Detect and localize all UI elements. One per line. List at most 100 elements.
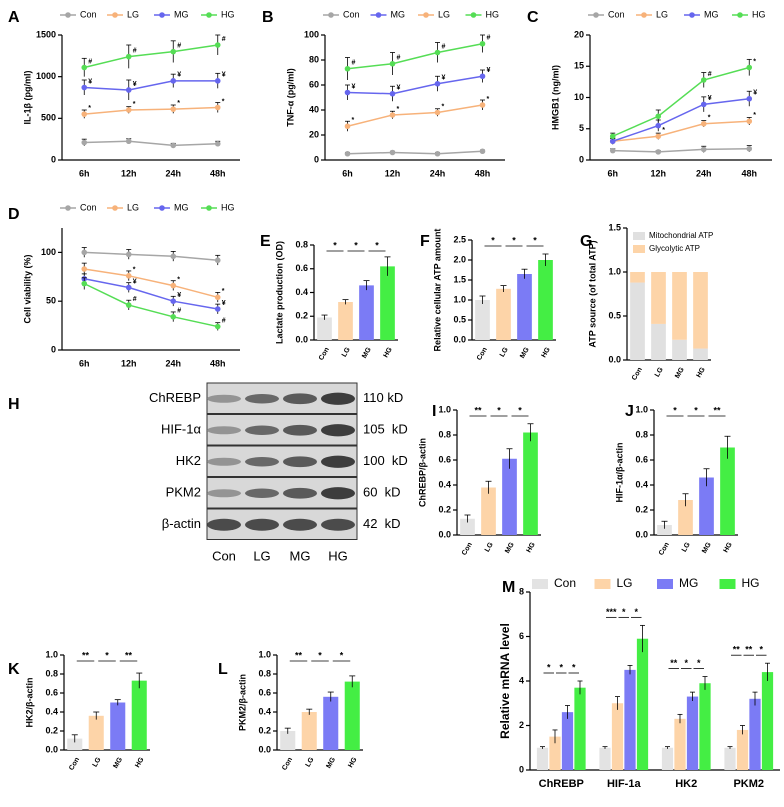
legend-label: HG xyxy=(221,9,235,19)
x-tick-label: HG xyxy=(723,541,735,554)
significance-label: ** xyxy=(295,650,303,660)
significance-label: * xyxy=(318,650,322,660)
x-tick-label: 24h xyxy=(165,358,181,368)
significance-label: * xyxy=(697,658,701,668)
y-tick-label: 100 xyxy=(304,29,319,39)
significance-label: * xyxy=(694,405,698,415)
marker xyxy=(125,138,132,145)
significance-label: * xyxy=(572,662,576,672)
line xyxy=(84,140,218,147)
annotation: ¥ xyxy=(177,292,181,299)
annotation: # xyxy=(397,55,401,62)
marker xyxy=(170,78,177,84)
marker xyxy=(214,257,221,264)
line xyxy=(84,80,218,91)
blot-band xyxy=(245,457,279,467)
bar xyxy=(686,696,699,770)
bar xyxy=(636,638,649,770)
significance-label: * xyxy=(759,645,763,655)
annotation: # xyxy=(177,43,181,50)
marker xyxy=(655,133,662,140)
y-tick-label: 0.2 xyxy=(45,725,58,735)
legend-label: Con xyxy=(80,202,97,212)
marker xyxy=(479,148,486,155)
marker xyxy=(655,122,662,129)
x-tick-label: Con xyxy=(461,541,474,556)
x-tick-label: HK2 xyxy=(675,778,697,790)
bar xyxy=(724,747,736,770)
significance-label: * xyxy=(512,235,516,245)
x-tick-label: 48h xyxy=(210,168,226,178)
annotation: * xyxy=(177,100,180,107)
significance-label: * xyxy=(533,235,537,245)
x-tick-label: 48h xyxy=(741,168,757,178)
marker xyxy=(170,142,177,149)
bar xyxy=(720,447,735,535)
annotation: ¥ xyxy=(487,67,491,74)
y-tick-label: 500 xyxy=(41,113,56,123)
significance-label: * xyxy=(105,650,109,660)
lane-label: HG xyxy=(328,548,348,563)
marker xyxy=(125,53,132,60)
y-axis-label: HK2/β-actin xyxy=(24,677,34,727)
legend-label: HG xyxy=(742,576,760,590)
y-tick-label: 1.0 xyxy=(258,649,271,659)
bar xyxy=(131,680,147,750)
marker xyxy=(434,150,441,157)
marker xyxy=(746,118,753,125)
y-tick-label: 1.5 xyxy=(608,222,621,232)
marker xyxy=(389,149,396,156)
panel-letter: F xyxy=(420,233,430,250)
annotation: * xyxy=(753,58,756,65)
annotation: # xyxy=(88,58,92,65)
y-tick-label: 0.5 xyxy=(453,314,466,324)
marker xyxy=(609,147,616,154)
legend-swatch xyxy=(719,579,736,589)
blot-band xyxy=(207,394,241,403)
y-tick-label: 0.8 xyxy=(258,668,271,678)
legend-marker xyxy=(112,12,118,18)
x-tick-label: Con xyxy=(476,346,489,361)
x-tick-label: HG xyxy=(134,756,146,769)
panel-letter: E xyxy=(260,233,271,250)
significance-label: * xyxy=(622,607,626,617)
size-label: 42 kD xyxy=(363,516,401,531)
marker xyxy=(81,139,88,146)
bar xyxy=(496,288,511,340)
annotation: ¥ xyxy=(442,75,446,82)
legend-label: LG xyxy=(127,202,139,212)
annotation: ¥ xyxy=(133,278,137,285)
bar xyxy=(536,747,549,770)
y-tick-label: 0.4 xyxy=(635,479,648,489)
marker xyxy=(214,78,221,84)
x-tick-label: HG xyxy=(541,346,553,359)
annotation: ¥ xyxy=(352,83,356,90)
legend-label: MG xyxy=(174,9,189,19)
marker xyxy=(81,64,88,71)
y-tick-label: 0.0 xyxy=(438,529,451,539)
significance-label: * xyxy=(340,650,344,660)
bar xyxy=(761,672,774,770)
legend-label: LG xyxy=(127,9,139,19)
y-tick-label: 50 xyxy=(46,296,56,306)
annotation: * xyxy=(708,115,711,122)
blot-band xyxy=(207,426,241,435)
annotation: # xyxy=(487,35,491,42)
protein-label: β-actin xyxy=(162,516,201,531)
line xyxy=(347,104,483,127)
legend-marker xyxy=(375,12,382,18)
bar-segment xyxy=(672,339,687,360)
y-axis-label: PKM2/β-actin xyxy=(237,674,247,731)
legend-label: Mitochondrial ATP xyxy=(649,231,713,240)
x-tick-label: PKM2 xyxy=(733,778,764,790)
bar xyxy=(67,738,83,750)
y-axis-label: Relative mRNA level xyxy=(498,623,512,739)
y-tick-label: 0.2 xyxy=(438,504,451,514)
legend-marker xyxy=(159,12,165,18)
legend-marker xyxy=(159,205,165,211)
marker xyxy=(125,251,132,258)
x-tick-label: HIF-1a xyxy=(607,778,642,790)
blot-band xyxy=(283,456,317,468)
blot-band xyxy=(321,392,355,405)
annotation: * xyxy=(662,127,665,134)
